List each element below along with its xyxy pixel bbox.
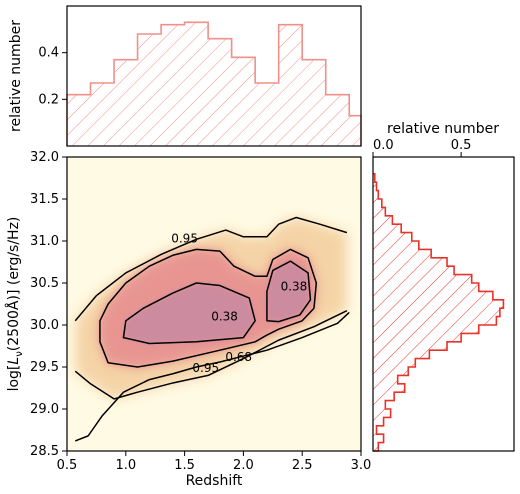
right-histogram-bar [373, 341, 448, 351]
contour-line-095 [74, 311, 350, 442]
contour-label: 0.38 [281, 279, 308, 293]
main-x-tick-label: 2.0 [233, 458, 254, 473]
right-histogram-outline [373, 173, 505, 452]
right-histogram-bar [373, 392, 395, 401]
right-histogram-bar [373, 350, 430, 359]
main-x-label: Redshift [186, 473, 243, 489]
right-histogram-bar [373, 308, 500, 317]
top-histogram-y-ticks: 0.2 0.4 [38, 46, 67, 107]
contour-label: 0.68 [225, 350, 252, 364]
right-histogram-bar [373, 283, 479, 292]
right-histogram-bar [373, 241, 419, 250]
top-y-tick-label: 0.2 [38, 92, 59, 107]
right-histogram-panel: 0.0 0.5 relative number [372, 121, 515, 452]
right-x-tick-label: 0.5 [451, 138, 472, 153]
main-y-tick-label: 30.0 [30, 318, 59, 333]
contour-label: 0.95 [171, 231, 198, 245]
right-x-tick-label: 0.0 [373, 138, 394, 153]
right-histogram-bar [373, 333, 462, 342]
right-histogram-x-label: relative number [387, 121, 499, 137]
main-y-tick-label: 29.0 [30, 402, 59, 417]
contour-line-095 [74, 310, 348, 400]
top-histogram-bar [208, 38, 232, 146]
top-histogram-bar [302, 59, 326, 146]
main-density-panel: 0.950.380.380.950.68 0.5 1.0 1.5 2.0 2.5 3.0 … [5, 150, 371, 489]
right-histogram-bar [373, 182, 377, 191]
main-y-tick-label: 32.0 [30, 150, 59, 165]
right-histogram-bar [373, 199, 382, 208]
top-histogram-bars [66, 21, 362, 147]
main-x-ticks: 0.5 1.0 1.5 2.0 2.5 3.0 [57, 451, 372, 473]
main-y-tick-label: 30.5 [30, 276, 59, 291]
right-histogram-bar [373, 417, 384, 426]
density-inner-region [266, 261, 311, 322]
main-x-tick-label: 1.0 [115, 458, 136, 473]
contour-line-068 [99, 248, 318, 368]
right-histogram-x-ticks: 0.0 0.5 [372, 138, 472, 157]
main-y-tick-label: 29.5 [30, 360, 59, 375]
right-histogram-bar [373, 207, 386, 216]
main-x-tick-label: 2.5 [292, 458, 313, 473]
right-histogram-bar [373, 325, 479, 334]
right-histogram-bar [373, 316, 497, 325]
right-histogram-bar [373, 383, 405, 393]
right-histogram-bars [373, 173, 505, 452]
top-histogram-bar [255, 83, 279, 146]
main-y-ticks: 28.5 29.0 29.5 30.0 30.5 31.0 31.5 32.0 [30, 150, 67, 459]
right-histogram-bar [373, 190, 379, 199]
main-y-tick-label: 31.5 [30, 192, 59, 207]
density-frame [66, 156, 362, 452]
right-histogram-bar [373, 249, 432, 258]
main-y-label: log[Lν(2500Å)] (erg/s/Hz) [5, 217, 25, 392]
main-x-tick-label: 0.5 [57, 458, 78, 473]
right-histogram-bar [373, 409, 391, 418]
top-histogram-y-label: relative number [8, 20, 24, 132]
right-histogram-bar [373, 375, 398, 384]
main-x-tick-label: 3.0 [351, 458, 372, 473]
top-histogram-bar [184, 22, 209, 146]
main-y-tick-label: 31.0 [30, 234, 59, 249]
top-histogram-bar [161, 24, 185, 147]
contour-line-038 [266, 260, 312, 323]
right-histogram-bar [373, 367, 409, 376]
main-y-tick-label: 28.5 [30, 444, 59, 459]
right-histogram-bar [373, 425, 377, 435]
right-histogram-bar [373, 299, 504, 309]
top-histogram-bar [325, 94, 350, 146]
top-histogram-bar [90, 83, 115, 146]
right-histogram-bar [373, 224, 402, 233]
right-histogram-bar [373, 173, 375, 183]
top-histogram-bar [114, 59, 138, 146]
right-histogram-bar [373, 257, 448, 267]
right-histogram-bar [373, 291, 493, 300]
top-y-tick-label: 0.4 [38, 46, 59, 61]
contour-labels: 0.95 0.38 0.38 0.95 0.68 [171, 231, 307, 374]
contour-label: 0.38 [211, 310, 238, 324]
contour-label: 0.95 [192, 361, 219, 375]
right-histogram-bar [373, 215, 393, 225]
right-histogram-frame [372, 156, 515, 452]
top-histogram-bar [67, 94, 91, 146]
top-histogram-panel: 0.2 0.4 relative number [8, 5, 362, 147]
right-histogram-bar [373, 434, 384, 443]
top-histogram-bar [231, 57, 256, 147]
top-histogram-frame [66, 5, 362, 147]
top-histogram-bar [349, 115, 361, 146]
top-histogram-bar [278, 24, 303, 147]
density-inner-region [123, 283, 256, 344]
right-histogram-bar [373, 274, 472, 283]
top-histogram-outline [66, 21, 362, 146]
top-histogram-bar [137, 34, 162, 146]
right-histogram-bar [373, 358, 416, 367]
main-x-tick-label: 1.5 [174, 458, 195, 473]
contour-line-038 [122, 282, 256, 345]
right-histogram-bar [373, 442, 379, 451]
right-histogram-bar [373, 232, 412, 241]
contour-line-095 [74, 216, 348, 322]
contour-lines [74, 216, 350, 442]
right-histogram-bar [373, 400, 386, 409]
right-histogram-bar [373, 266, 455, 275]
